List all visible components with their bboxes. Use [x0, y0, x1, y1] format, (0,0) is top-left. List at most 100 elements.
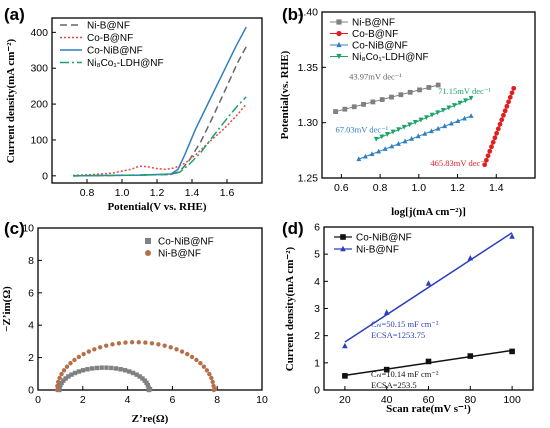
data-point: [212, 386, 218, 392]
x-tick-label: 10: [256, 394, 268, 406]
data-point: [429, 112, 435, 118]
data-point: [435, 110, 441, 116]
data-point: [426, 85, 432, 90]
legend-label: Co-NiB@NF: [87, 46, 143, 57]
data-point: [511, 85, 517, 91]
x-axis-label: log[j(mA cm⁻²)]: [391, 206, 466, 218]
data-point: [86, 349, 92, 354]
x-tick-label: 1.2: [150, 187, 165, 199]
data-point: [204, 368, 210, 373]
data-point: [179, 349, 185, 354]
data-point: [504, 103, 510, 109]
series-line-Co-B@NF: [72, 103, 247, 177]
data-point: [409, 135, 415, 141]
y-tick-label: 4: [28, 320, 34, 332]
data-point: [429, 128, 434, 134]
legend-label: Ni-B@NF: [352, 18, 395, 29]
data-point: [118, 367, 123, 372]
data-point: [168, 345, 173, 350]
legend-label: Ni-B@NF: [87, 21, 130, 32]
data-point: [463, 98, 468, 104]
y-tick-label: 0: [42, 170, 48, 182]
data-point: [389, 143, 395, 149]
data-point: [134, 372, 139, 377]
panel-d: 20 40 60 80 100 0 1 2 3 4 5 6 Scan rate(mV s⁻¹) Curre…: [282, 219, 534, 415]
legend-marker: [145, 238, 151, 244]
data-point: [174, 347, 179, 352]
data-point: [376, 148, 382, 154]
x-tick-label: 100: [503, 394, 521, 406]
y-tick-label: 1.30: [298, 117, 319, 129]
y-tick-label: 200: [30, 99, 48, 111]
data-point: [485, 153, 491, 159]
data-point: [467, 254, 474, 261]
data-point: [189, 354, 195, 360]
data-point: [333, 109, 338, 114]
legend-label: Co-B@NF: [352, 29, 398, 40]
data-point: [451, 103, 457, 108]
data-point: [76, 354, 82, 360]
y-tick-label: 1.40: [298, 7, 319, 19]
x-tick-label: 0.8: [373, 182, 388, 194]
legend-label: Co-B@NF: [87, 33, 133, 44]
data-point: [435, 125, 441, 131]
data-point: [58, 382, 63, 388]
data-point: [76, 369, 82, 374]
legend-marker: [336, 19, 342, 25]
x-tick-label: 80: [464, 394, 476, 406]
data-point: [59, 371, 64, 377]
data-point: [415, 133, 421, 139]
data-point: [81, 351, 86, 357]
data-point: [72, 370, 78, 376]
data-point: [116, 341, 122, 346]
x-tick-label: 1.6: [220, 187, 235, 199]
data-point: [492, 135, 498, 141]
slope-annotation: 43.97mV dec⁻¹: [349, 72, 402, 82]
data-point: [383, 366, 390, 373]
data-point: [198, 361, 203, 366]
data-point: [457, 100, 463, 106]
data-point: [55, 379, 61, 385]
data-point: [425, 280, 432, 286]
y-tick-label: 100: [30, 134, 48, 146]
data-point: [55, 383, 60, 389]
data-point: [455, 118, 461, 124]
panel-label: (a): [4, 5, 25, 24]
x-tick-label: 1.0: [412, 182, 427, 194]
data-point: [122, 368, 128, 373]
y-tick-label: 8: [28, 255, 34, 267]
y-axis-label: Current density(mA cm⁻²): [5, 38, 17, 163]
series-line-Ni-B@NF: [72, 46, 247, 177]
x-tick-label: 4: [125, 394, 131, 406]
x-tick-label: 1.4: [489, 182, 504, 194]
data-point: [361, 101, 366, 107]
data-point: [396, 141, 401, 146]
data-point: [69, 372, 74, 377]
fit-line: [376, 97, 472, 140]
data-point: [201, 364, 207, 369]
data-point: [442, 123, 448, 129]
data-point: [402, 138, 408, 144]
panel-label: (c): [4, 219, 25, 238]
data-point: [145, 382, 151, 388]
data-point: [137, 374, 142, 379]
panel-c: 0 2 4 6 8 10 0 2 4 6 8 10 Z’re(Ω) −Z’im(Ω) (c) Co-NiB@N…: [1, 219, 268, 425]
data-point: [85, 367, 90, 372]
x-tick-label: 0.8: [80, 187, 95, 199]
data-point: [418, 117, 424, 123]
data-point: [210, 379, 215, 385]
data-point: [89, 366, 95, 371]
data-point: [123, 340, 128, 345]
data-point: [362, 153, 368, 159]
data-point: [140, 376, 145, 381]
data-point: [207, 371, 212, 377]
data-point: [110, 342, 115, 347]
data-point: [68, 361, 73, 366]
data-point: [483, 157, 489, 163]
data-point: [379, 97, 385, 102]
data-point: [80, 368, 86, 373]
data-point: [194, 357, 199, 363]
panel-b: 0.6 0.8 1.0 1.2 1.4 1.25 1.30 1.35 1.40 log[j(mA …: [279, 5, 536, 218]
data-point: [446, 105, 452, 111]
